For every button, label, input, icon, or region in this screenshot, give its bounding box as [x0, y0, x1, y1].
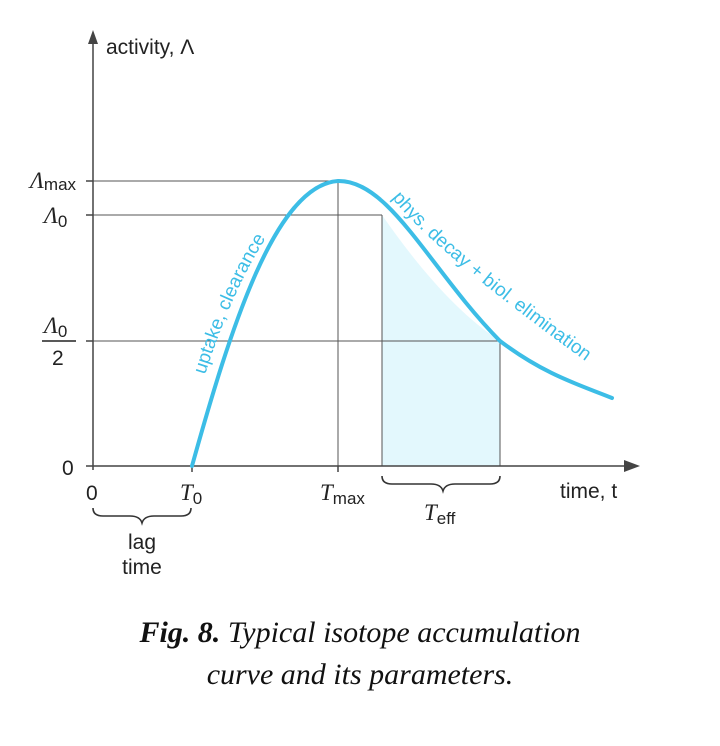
- y-label-lambda-max: Λmax: [28, 168, 77, 194]
- lag-label-line2: time: [122, 556, 162, 579]
- x-label-t0: T0: [180, 480, 202, 508]
- y-label-lambda-half-denominator: 2: [52, 347, 64, 370]
- caption-line-2: curve and its parameters.: [0, 654, 720, 696]
- x-axis-arrowhead: [624, 460, 640, 472]
- x-axis-label: time, t: [560, 480, 617, 503]
- accumulation-curve: [190, 178, 614, 468]
- caption-figure-number: Fig. 8.: [139, 616, 221, 649]
- x-label-t-eff: Teff: [424, 500, 456, 528]
- x-label-t-max: Tmax: [320, 480, 365, 508]
- y-label-lambda-zero: Λ0: [42, 203, 67, 231]
- x-label-origin: 0: [86, 482, 98, 505]
- lag-label-line1: lag: [128, 531, 156, 554]
- caption-text-line1: Typical isotope accumulation: [227, 616, 581, 649]
- y-axis-arrowhead: [88, 30, 98, 44]
- caption-line-1: Fig. 8. Typical isotope accumulation: [0, 612, 720, 654]
- caption-text-line2: curve and its parameters.: [206, 658, 514, 691]
- y-label-zero: 0: [62, 457, 74, 480]
- y-axis-label: activity, Λ: [106, 36, 194, 59]
- lag-time-brace: [92, 507, 192, 526]
- guide-lines: [86, 180, 501, 466]
- figure-caption: Fig. 8. Typical isotope accumulation cur…: [0, 612, 720, 696]
- effective-half-life-brace: [381, 475, 501, 494]
- y-label-lambda-half-numerator: Λ0: [42, 313, 67, 341]
- rise-label: uptake, clearance: [190, 230, 270, 377]
- axes: [86, 40, 628, 472]
